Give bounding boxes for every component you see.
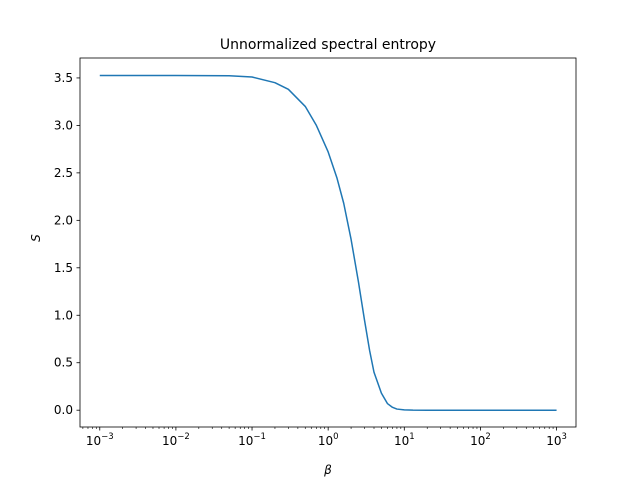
x-tick-label-0: 10−3: [86, 432, 114, 448]
x-tick-label-1: 10−2: [162, 432, 190, 448]
y-tick-label-0: 0.0: [54, 403, 73, 417]
y-tick-label-5: 2.5: [54, 166, 73, 180]
y-tick-label-2: 1.0: [54, 308, 73, 322]
y-tick-label-7: 3.5: [54, 71, 73, 85]
y-tick-label-1: 0.5: [54, 356, 73, 370]
y-tick-label-3: 1.5: [54, 261, 73, 275]
x-tick-label-5: 102: [470, 432, 491, 448]
y-axis-label: S: [29, 234, 43, 242]
x-axis-label: β: [323, 463, 332, 477]
y-tick-label-4: 2.0: [54, 213, 73, 227]
y-axis-ticks: 0.0 0.5 1.0 1.5 2.0 2.5 3.0 3.5: [54, 71, 80, 417]
series-line-0: [99, 74, 557, 411]
x-tick-label-4: 101: [394, 432, 415, 448]
x-tick-label-3: 100: [318, 432, 339, 448]
x-tick-label-2: 10−1: [238, 432, 266, 448]
chart-title: Unnormalized spectral entropy: [220, 37, 436, 53]
x-tick-label-6: 103: [546, 432, 567, 448]
x-axis-ticks: 10−3 10−2 10−1 100 101 102 103: [82, 427, 567, 448]
y-tick-label-6: 3.0: [54, 118, 73, 132]
